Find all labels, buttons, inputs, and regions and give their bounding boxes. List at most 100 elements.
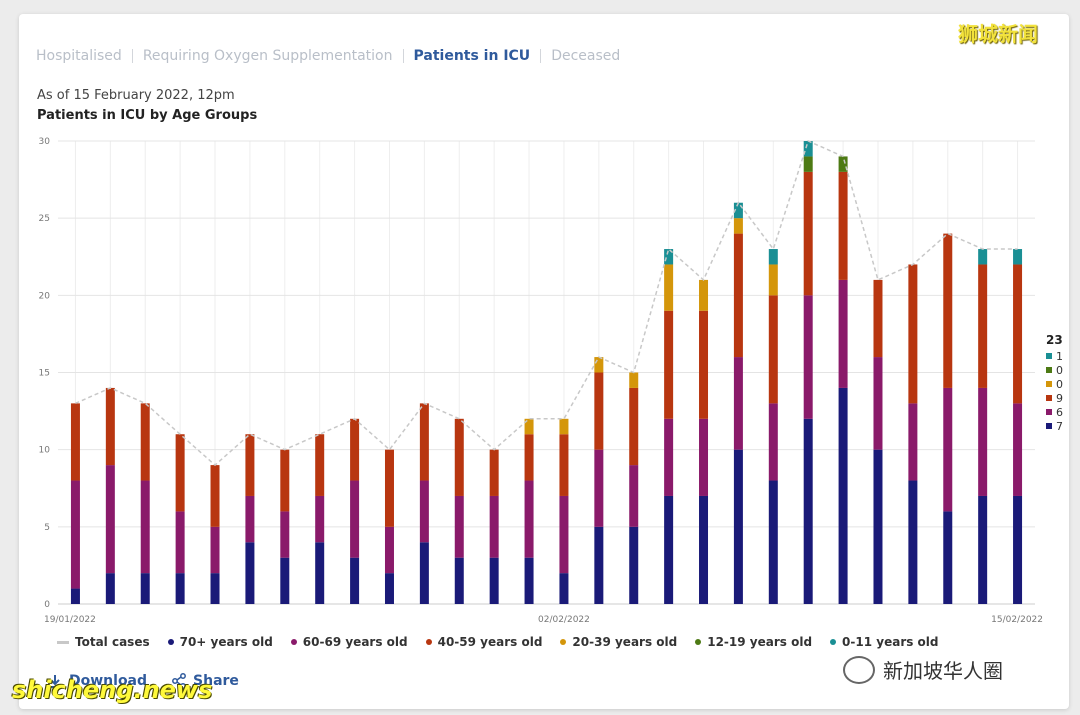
share-button[interactable]: Share	[171, 673, 239, 689]
bar-segment	[1013, 249, 1023, 265]
bar-segment	[803, 418, 813, 604]
legend-label: 70+ years old	[179, 635, 273, 649]
bar-segment	[699, 418, 709, 496]
watermark-text: 新加坡华人圈	[883, 659, 1003, 683]
bar-segment	[733, 449, 743, 604]
legend-item-60-69[interactable]: 60-69 years old	[290, 635, 408, 649]
tab-patients-in-icu[interactable]: Patients in ICU	[413, 48, 531, 64]
bar-segment	[245, 542, 255, 604]
bar-segment	[384, 573, 394, 604]
legend-label: 12-19 years old	[707, 635, 813, 649]
bar-segment	[140, 480, 150, 574]
watermark-bottom-left: shicheng.news	[12, 676, 213, 704]
hover-row: 0	[1046, 377, 1063, 391]
bar-segment	[419, 403, 429, 481]
legend-item-12-19[interactable]: 12-19 years old	[695, 635, 812, 649]
tab-separator	[131, 49, 133, 63]
bar-segment	[803, 141, 813, 157]
bar-segment	[559, 495, 569, 574]
bar-segment	[210, 465, 220, 527]
bar-segment	[664, 495, 674, 604]
bar-segment	[419, 542, 429, 604]
hover-row: 6	[1046, 405, 1063, 419]
bar-segment	[559, 434, 569, 496]
legend-label: 20-39 years old	[572, 635, 678, 649]
bar-segment	[803, 171, 813, 296]
legend-item-20-39[interactable]: 20-39 years old	[560, 635, 677, 649]
hover-total: 23	[1046, 333, 1063, 347]
legend-item-0-11[interactable]: 0-11 years old	[830, 635, 939, 649]
bar-segment	[699, 310, 709, 419]
y-tick-label: 0	[44, 600, 50, 610]
bar-segment	[280, 557, 290, 604]
bar-segment	[1013, 495, 1023, 604]
hover-value: 1	[1056, 349, 1063, 363]
tab-bar: Hospitalised Requiring Oxygen Supplement…	[36, 48, 620, 64]
bar-segment	[350, 480, 360, 558]
hover-swatch	[1046, 353, 1052, 359]
hover-value: 6	[1056, 405, 1063, 419]
bar-segment	[559, 573, 569, 604]
share-icon	[172, 673, 186, 689]
share-label: Share	[193, 673, 239, 689]
bar-segment	[873, 357, 883, 450]
legend-label: 60-69 years old	[302, 635, 408, 649]
hover-row: 1	[1046, 349, 1063, 363]
legend-item-40-59[interactable]: 40-59 years old	[425, 635, 542, 649]
bar-segment	[524, 418, 534, 435]
bar-segment	[943, 511, 953, 604]
hover-swatch	[1046, 409, 1052, 415]
bar-segment	[943, 233, 953, 388]
bar-segment	[1013, 403, 1023, 496]
hover-value: 0	[1056, 377, 1063, 391]
x-tick-label: 15/02/2022	[991, 615, 1043, 625]
bar-segment	[175, 434, 185, 512]
bar-segment	[524, 480, 534, 558]
bar-segment	[629, 387, 639, 466]
bar-segment	[873, 449, 883, 604]
chart-legend: Total cases 70+ years old 60-69 years ol…	[57, 635, 957, 649]
download-button[interactable]: Download	[47, 673, 147, 689]
bar-segment	[908, 403, 918, 481]
legend-label: Total cases	[75, 635, 150, 649]
bar-segment	[315, 542, 325, 604]
legend-item-total[interactable]: Total cases	[57, 635, 150, 649]
bar-segment	[699, 279, 709, 311]
tab-hospitalised[interactable]: Hospitalised	[36, 48, 122, 64]
hover-row: 7	[1046, 419, 1063, 433]
tab-requiring-oxygen[interactable]: Requiring Oxygen Supplementation	[142, 48, 393, 64]
bar-segment	[70, 480, 80, 589]
y-tick-label: 10	[39, 446, 51, 456]
total-cases-line	[75, 139, 1018, 467]
bar-segment	[175, 573, 185, 604]
legend-swatch	[695, 639, 702, 645]
bar-segment	[280, 511, 290, 558]
bar-segment	[384, 526, 394, 574]
y-tick-label: 25	[39, 214, 50, 224]
bar-segment	[733, 357, 743, 450]
chart-actions: Download Share	[47, 673, 263, 689]
legend-item-70plus[interactable]: 70+ years old	[167, 635, 273, 649]
bar-segment	[768, 249, 778, 265]
chart-card	[19, 14, 1069, 709]
hover-swatch	[1046, 395, 1052, 401]
bar-segment	[978, 387, 988, 496]
bar-segment	[733, 218, 743, 234]
bar-segment	[489, 495, 499, 558]
bar-segment	[629, 465, 639, 527]
bar-segment	[664, 310, 674, 419]
download-label: Download	[69, 673, 148, 689]
tab-separator	[402, 49, 404, 63]
bar-segment	[733, 233, 743, 358]
bar-segment	[280, 449, 290, 512]
bar-segment	[908, 480, 918, 604]
bar-segment	[315, 495, 325, 543]
bar-segment	[175, 511, 185, 574]
bar-segment	[454, 418, 464, 496]
tab-deceased[interactable]: Deceased	[551, 48, 621, 64]
download-icon	[49, 675, 61, 688]
legend-label: 0-11 years old	[842, 635, 939, 649]
bar-segment	[594, 526, 604, 604]
bar-segment	[350, 418, 360, 481]
